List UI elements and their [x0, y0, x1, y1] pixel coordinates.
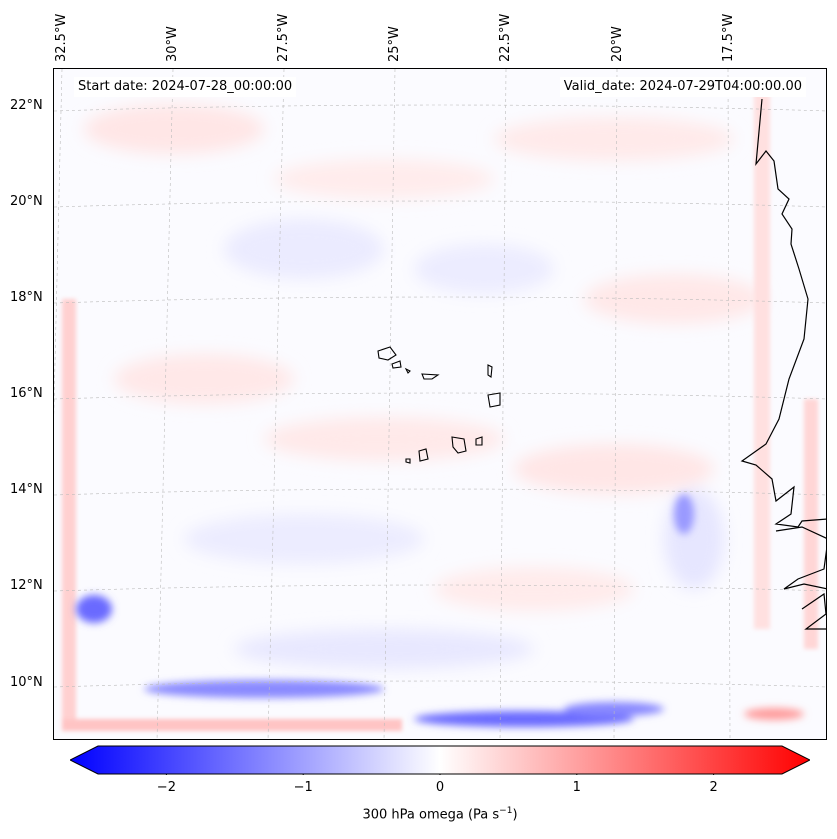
lat-label-10n: 10°N — [10, 675, 43, 690]
lat-label-18n: 18°N — [10, 290, 43, 305]
colorbar-tick-minus1: −1 — [293, 780, 313, 795]
lon-label-17-5w: 17.5°W — [721, 13, 736, 62]
map-panel[interactable]: Start date: 2024-07-28_00:00:00 Valid_da… — [53, 68, 827, 740]
coastline — [740, 98, 826, 630]
lon-label-30w: 30°W — [165, 26, 180, 62]
valid-date-label: Valid_date: 2024-07-29T04:00:00.00 — [559, 77, 806, 97]
graticule — [54, 69, 826, 739]
colorbar-title-text: 300 hPa omega (Pa s — [362, 807, 500, 823]
cape-verde-islands — [377, 346, 501, 464]
colorbar-tick-2: 2 — [709, 780, 718, 795]
colorbar-title: 300 hPa omega (Pa s−1) — [0, 806, 837, 822]
colorbar-tick-minus2: −2 — [156, 780, 176, 795]
colorbar-tick-1: 1 — [572, 780, 581, 795]
boundary-artifacts — [62, 89, 818, 731]
colorbar-gradient — [68, 745, 812, 775]
lon-label-25w: 25°W — [387, 26, 402, 62]
lat-label-20n: 20°N — [10, 194, 43, 209]
omega-field — [84, 104, 764, 669]
lat-label-12n: 12°N — [10, 578, 43, 593]
colorbar-title-end: ) — [512, 807, 518, 823]
lon-label-20w: 20°W — [610, 26, 625, 62]
colorbar-tick-0: 0 — [435, 780, 445, 795]
lat-label-22n: 22°N — [10, 98, 43, 113]
omega-bands — [76, 494, 804, 727]
lon-label-27-5w: 27.5°W — [276, 13, 291, 62]
map-canvas — [54, 69, 826, 739]
colorbar-svg — [68, 745, 812, 778]
start-date-label: Start date: 2024-07-28_00:00:00 — [74, 77, 297, 97]
colorbar-title-exponent: −1 — [499, 806, 513, 816]
colorbar — [68, 745, 812, 778]
lon-label-32-5w: 32.5°W — [54, 13, 69, 62]
lat-label-16n: 16°N — [10, 386, 43, 401]
lon-label-22-5w: 22.5°W — [498, 13, 513, 62]
lat-label-14n: 14°N — [10, 482, 43, 497]
